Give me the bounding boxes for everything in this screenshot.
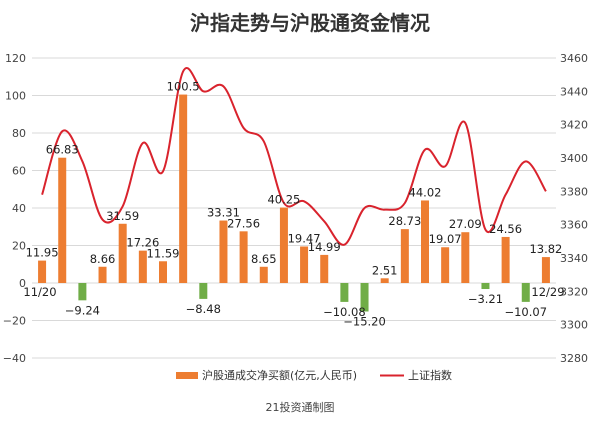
bar (179, 94, 188, 283)
bar (38, 260, 47, 283)
bar-value-label: 19.07 (429, 232, 462, 246)
left-tick-label: 120 (5, 52, 26, 65)
left-tick-label: 20 (12, 240, 26, 253)
bar (421, 200, 429, 283)
bar-value-label: 31.59 (106, 209, 139, 223)
bar (98, 266, 107, 283)
bar (461, 232, 470, 283)
legend-line-label: 上证指数 (408, 368, 452, 382)
legend: 沪股通成交净买额(亿元,人民币) 上证指数 (176, 368, 452, 382)
left-tick-label: 40 (12, 202, 26, 215)
bar-value-label: 33.31 (207, 206, 240, 220)
bar-value-label: 17.26 (126, 236, 159, 250)
bar (199, 283, 208, 299)
right-tick-label: 3280 (560, 352, 588, 365)
bar (259, 266, 268, 283)
bar-value-label: 100.5 (167, 80, 200, 94)
bar (481, 283, 490, 290)
right-tick-label: 3440 (560, 85, 588, 98)
bar-value-label: 24.56 (489, 222, 522, 236)
chart-title: 沪指走势与沪股通资金情况 (190, 11, 430, 35)
bar (239, 231, 248, 283)
bar (300, 246, 309, 283)
bar-value-label: 44.02 (409, 185, 442, 199)
bar-value-label: −9.24 (65, 303, 100, 317)
bar-value-label: 11.59 (147, 246, 180, 260)
bar (219, 220, 228, 283)
bar-value-label: −3.21 (468, 292, 503, 306)
bar (138, 250, 147, 283)
right-tick-label: 3360 (560, 219, 588, 232)
bar-value-label: 8.66 (90, 252, 116, 266)
right-tick-label: 3320 (560, 285, 588, 298)
bar (400, 229, 409, 283)
last-date-label: 12/29 (531, 285, 564, 299)
right-tick-label: 3340 (560, 252, 588, 265)
left-tick-label: 100 (5, 90, 26, 103)
bar-value-label: −8.48 (186, 302, 221, 316)
bar-value-label: −10.07 (504, 305, 547, 319)
right-tick-label: 3380 (560, 185, 588, 198)
bar (159, 261, 167, 283)
left-tick-label: 0 (19, 277, 26, 290)
left-axis: −40 −20 0 20 40 60 80 100 120 (3, 52, 26, 365)
bar (521, 283, 530, 302)
bar-value-label: 8.65 (251, 252, 277, 266)
bar-value-label: 19.47 (288, 231, 321, 245)
right-tick-label: 3420 (560, 119, 588, 132)
left-tick-label: 80 (12, 127, 26, 140)
bar-value-label: −10.08 (323, 305, 366, 319)
line-series (41, 67, 547, 246)
bar (340, 283, 349, 302)
index-line (41, 67, 547, 246)
bar (320, 254, 329, 283)
bar-value-label: 66.83 (46, 143, 79, 157)
right-tick-label: 3460 (560, 52, 588, 65)
bar (360, 283, 369, 312)
bar (78, 283, 87, 301)
bar-value-label: 11.95 (26, 246, 59, 260)
date-labels: 11/20 12/29 (23, 285, 564, 299)
bar (541, 257, 550, 283)
right-tick-label: 3400 (560, 152, 588, 165)
bar (441, 247, 450, 283)
bar-value-label: 27.56 (227, 216, 260, 230)
bar (279, 207, 288, 283)
source-caption: 21投资通制图 (266, 400, 335, 414)
left-tick-label: −40 (3, 352, 26, 365)
bar (118, 223, 127, 283)
right-axis: 3280 3300 3320 3340 3360 3380 3400 3420 3440 3460 (560, 52, 588, 365)
left-tick-label: −20 (3, 315, 26, 328)
bar-value-label: 40.25 (267, 193, 300, 207)
bar-series (38, 94, 550, 312)
right-tick-label: 3300 (560, 319, 588, 332)
bar-value-label: 14.99 (308, 240, 341, 254)
bar (58, 157, 67, 283)
bar-value-label: −15.20 (343, 315, 386, 329)
bar-value-label: 13.82 (529, 242, 562, 256)
bar-value-label: 2.51 (372, 263, 398, 277)
bar-value-label: 28.73 (388, 214, 421, 228)
bar-value-label: 27.09 (449, 217, 482, 231)
left-tick-label: 60 (12, 165, 26, 178)
bar (380, 278, 389, 283)
first-date-label: 11/20 (23, 285, 56, 299)
legend-bar-swatch (176, 372, 198, 379)
legend-bar-label: 沪股通成交净买额(亿元,人民币) (202, 368, 357, 382)
bar (501, 236, 510, 283)
